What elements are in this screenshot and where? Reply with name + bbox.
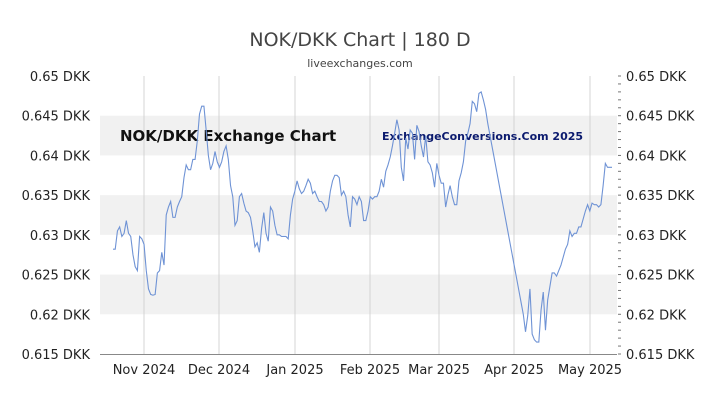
y-tick-label-right-6: 0.62 DKK — [626, 308, 687, 323]
background-bands — [100, 115, 617, 315]
x-tick-label-6: May 2025 — [558, 363, 622, 378]
y-tick-label-right-5: 0.625 DKK — [626, 269, 695, 284]
y-tick-label-left-3: 0.635 DKK — [22, 189, 91, 204]
y-tick-label-left-5: 0.625 DKK — [22, 269, 91, 284]
y-tick-label-left-2: 0.64 DKK — [30, 149, 91, 164]
y-axis-right: 0.65 DKK 0.645 DKK 0.64 DKK 0.635 DKK 0.63 D… — [626, 70, 695, 363]
y-tick-label-right-2: 0.64 DKK — [626, 149, 687, 164]
series-line — [113, 90, 612, 343]
vertical-gridlines — [100, 76, 617, 355]
x-tick-label-2: Jan 2025 — [265, 363, 323, 378]
band-5 — [100, 115, 617, 156]
x-tick-label-3: Feb 2025 — [340, 363, 400, 378]
y-tick-label-left-7: 0.615 DKK — [22, 348, 91, 363]
x-tick-label-5: Apr 2025 — [484, 363, 544, 378]
band-3 — [100, 195, 617, 235]
band-1 — [100, 274, 617, 315]
y-tick-label-right-4: 0.63 DKK — [626, 229, 687, 244]
y-axis-left: 0.65 DKK 0.645 DKK 0.64 DKK 0.635 DKK 0.63 D… — [22, 70, 91, 363]
y-tick-label-left-1: 0.645 DKK — [22, 110, 91, 125]
y-tick-label-right-0: 0.65 DKK — [626, 70, 687, 85]
x-tick-label-1: Dec 2024 — [188, 363, 250, 378]
right-axis-minor-ticks — [618, 75, 621, 355]
watermark-left: NOK/DKK Exchange Chart — [120, 127, 336, 145]
x-tick-label-4: Mar 2025 — [408, 363, 470, 378]
y-tick-label-right-7: 0.615 DKK — [626, 348, 695, 363]
x-tick-label-0: Nov 2024 — [113, 363, 176, 378]
y-tick-label-right-1: 0.645 DKK — [626, 110, 695, 125]
y-tick-label-left-0: 0.65 DKK — [30, 70, 91, 85]
y-tick-label-right-3: 0.635 DKK — [626, 189, 695, 204]
x-axis: Nov 2024 Dec 2024 Jan 2025 Feb 2025 Mar 2025… — [113, 363, 622, 378]
chart-title: NOK/DKK Chart | 180 D — [249, 29, 470, 51]
chart-subtitle: liveexchanges.com — [307, 57, 412, 70]
y-tick-label-left-4: 0.63 DKK — [30, 229, 91, 244]
watermark-right: ExchangeConversions.Com 2025 — [382, 130, 583, 143]
y-tick-label-left-6: 0.62 DKK — [30, 308, 91, 323]
